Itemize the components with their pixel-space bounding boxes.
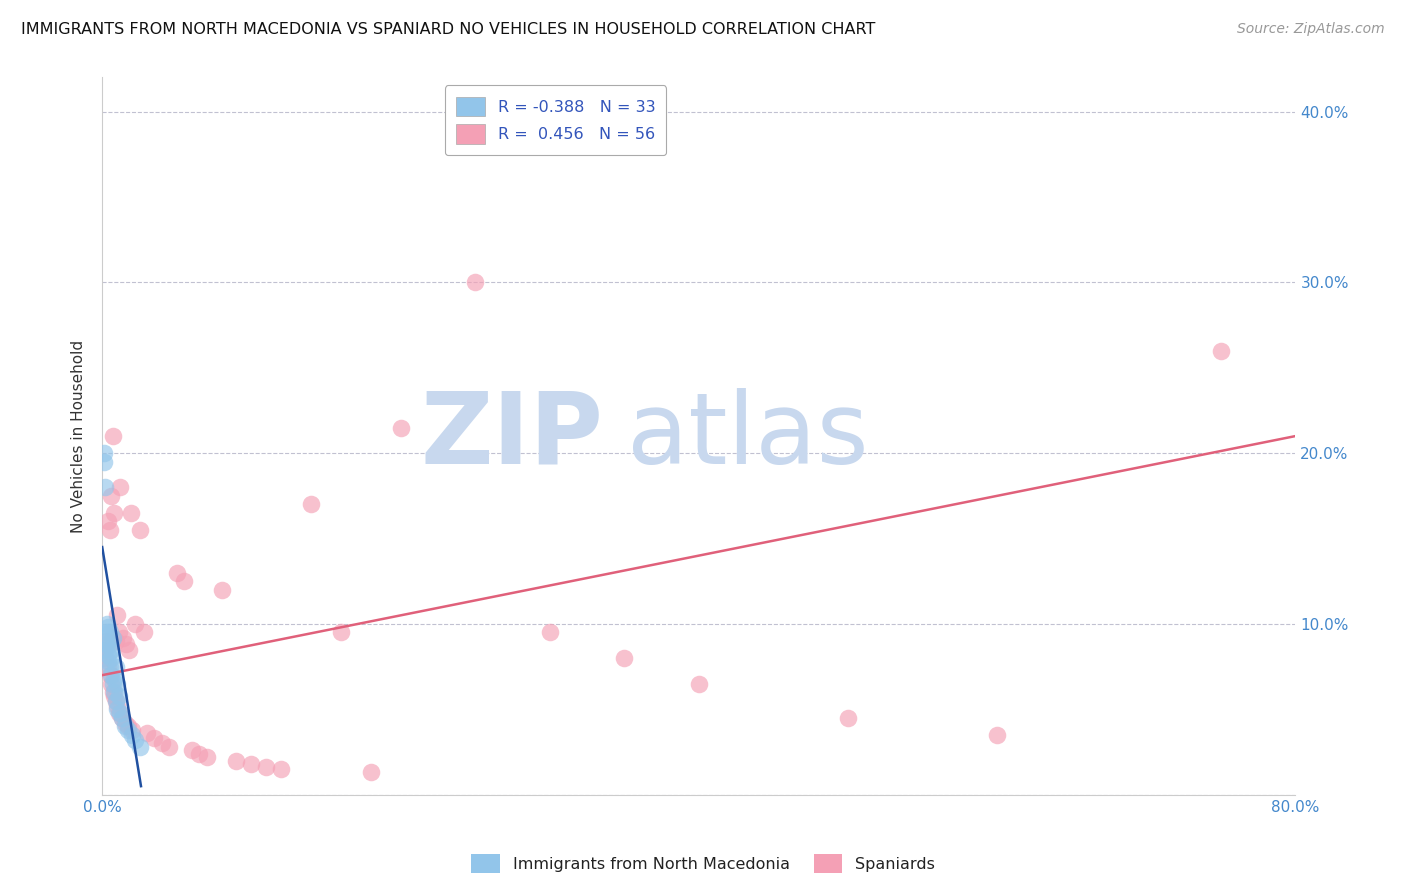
Point (108, 706, 131, 720)
Point (121, 728, 143, 742)
Point (225, 754, 247, 768)
Point (96, 625, 118, 640)
Point (254, 760, 277, 774)
Point (270, 762, 292, 776)
Point (93, 455, 115, 469)
Point (100, 651, 122, 665)
Point (173, 574, 195, 589)
Point (124, 733, 146, 747)
Legend: Immigrants from North Macedonia, Spaniards: Immigrants from North Macedonia, Spaniar… (464, 847, 942, 880)
Point (104, 659, 127, 673)
Point (240, 756, 263, 771)
Point (100, 489, 122, 503)
Point (96, 634, 118, 648)
Point (136, 726, 159, 740)
Point (101, 676, 124, 690)
Point (389, 420, 412, 434)
Point (110, 711, 132, 725)
Point (103, 506, 125, 520)
Point (112, 631, 135, 645)
Point (688, 676, 710, 690)
Point (114, 716, 136, 731)
Point (360, 765, 382, 780)
Point (103, 672, 125, 686)
Point (98, 637, 121, 651)
Point (118, 642, 141, 657)
Point (105, 702, 128, 716)
Point (124, 616, 146, 631)
Point (132, 625, 155, 640)
Point (94, 480, 117, 494)
Point (150, 736, 173, 750)
Point (100, 676, 122, 690)
Point (166, 566, 188, 580)
Point (329, 625, 352, 640)
Y-axis label: No Vehicles in Household: No Vehicles in Household (72, 340, 86, 533)
Point (104, 634, 127, 648)
Point (96, 637, 118, 651)
Point (103, 685, 125, 699)
Point (613, 651, 636, 665)
Point (100, 668, 122, 682)
Point (1209, 343, 1232, 358)
Point (211, 582, 233, 597)
Point (93, 446, 115, 460)
Point (128, 523, 150, 537)
Text: atlas: atlas (627, 387, 869, 484)
Text: IMMIGRANTS FROM NORTH MACEDONIA VS SPANIARD NO VEHICLES IN HOUSEHOLD CORRELATION: IMMIGRANTS FROM NORTH MACEDONIA VS SPANI… (21, 22, 876, 37)
Point (117, 719, 139, 733)
Point (299, 497, 322, 511)
Point (107, 689, 129, 703)
Point (128, 739, 150, 754)
Point (117, 723, 139, 737)
Point (105, 608, 128, 623)
Text: ZIP: ZIP (420, 387, 603, 484)
Point (464, 276, 486, 290)
Point (98, 523, 121, 537)
Point (115, 637, 138, 651)
Point (103, 689, 125, 703)
Point (94, 642, 117, 657)
Point (98, 625, 121, 640)
Point (101, 685, 124, 699)
Point (114, 719, 136, 733)
Point (105, 698, 128, 713)
Point (188, 747, 211, 761)
Point (100, 642, 122, 657)
Point (986, 728, 1008, 742)
Point (93, 642, 115, 657)
Point (98, 668, 121, 682)
Point (97, 659, 120, 673)
Point (97, 655, 120, 669)
Point (108, 480, 131, 494)
Point (107, 706, 129, 720)
Point (104, 694, 127, 708)
Point (97, 620, 120, 634)
Point (538, 625, 561, 640)
Point (121, 723, 143, 737)
Point (97, 515, 120, 529)
Point (96, 616, 118, 631)
Point (97, 648, 120, 662)
Point (143, 731, 166, 746)
Point (94, 634, 117, 648)
Point (94, 651, 117, 665)
Point (104, 694, 127, 708)
Point (110, 711, 132, 725)
Point (195, 750, 218, 764)
Legend: R = -0.388   N = 33, R =  0.456   N = 56: R = -0.388 N = 33, R = 0.456 N = 56 (444, 86, 666, 154)
Point (157, 739, 180, 754)
Point (120, 506, 142, 520)
Point (101, 631, 124, 645)
Point (837, 711, 859, 725)
Point (107, 625, 129, 640)
Point (105, 676, 128, 690)
Point (180, 743, 202, 757)
Point (101, 429, 124, 443)
Point (98, 659, 121, 673)
Text: Source: ZipAtlas.com: Source: ZipAtlas.com (1237, 22, 1385, 37)
